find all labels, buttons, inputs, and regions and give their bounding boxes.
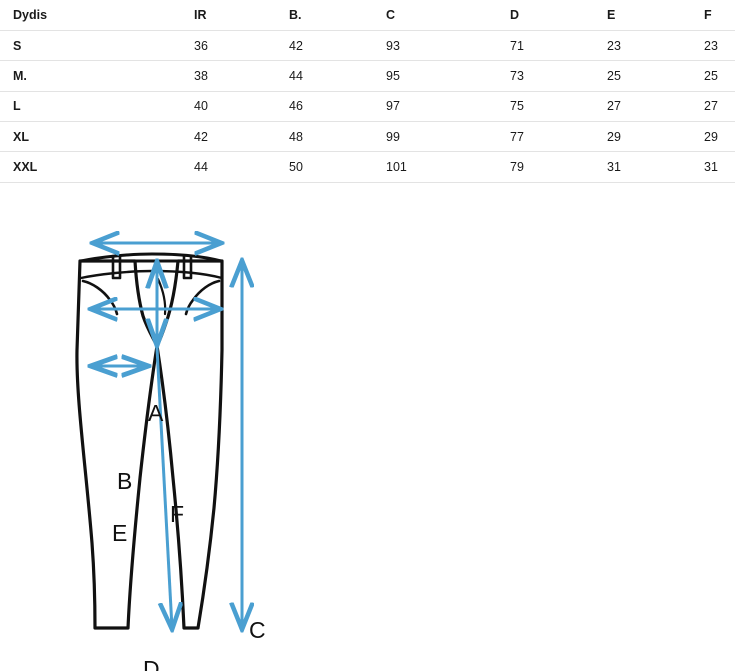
cell-f: 23	[704, 30, 735, 62]
column-header-e: E	[607, 0, 704, 31]
table-body: S 36 42 93 71 23 23 M. 38 44 95 73 25 25…	[0, 30, 735, 183]
size-label: L	[0, 91, 194, 123]
table-row: M. 38 44 95 73 25 25	[0, 60, 735, 92]
cell-d: 73	[510, 60, 607, 92]
column-header-ir: IR	[194, 0, 289, 31]
column-header-f: F	[704, 0, 735, 31]
size-label: XXL	[0, 151, 194, 183]
cell-e: 31	[607, 151, 704, 183]
cell-ir: 38	[194, 60, 289, 92]
measurement-arrows	[92, 243, 242, 628]
cell-d: 75	[510, 91, 607, 123]
arrow-d-inseam	[155, 347, 172, 628]
cell-e: 23	[607, 30, 704, 62]
table-header-row: Dydis IR B. C D E F	[0, 0, 735, 31]
table-row: XXL 44 50 101 79 31 31	[0, 151, 735, 183]
right-leg	[155, 259, 224, 630]
cell-c: 95	[386, 60, 510, 92]
cell-e: 27	[607, 91, 704, 123]
belt-loop-right	[182, 254, 193, 280]
column-header-c: C	[386, 0, 510, 31]
cell-f: 27	[704, 91, 735, 123]
cell-d: 79	[510, 151, 607, 183]
dimension-label-b: B	[117, 467, 133, 494]
left-leg	[75, 259, 159, 630]
column-header-d: D	[510, 0, 607, 31]
cell-c: 97	[386, 91, 510, 123]
dimension-label-f: F	[170, 500, 185, 527]
dimension-label-a: A	[148, 399, 164, 426]
belt-loop-left	[111, 254, 122, 280]
table-row: L 40 46 97 75 27 27	[0, 91, 735, 123]
size-label: S	[0, 30, 194, 62]
cell-b: 44	[289, 60, 386, 92]
cell-c: 93	[386, 30, 510, 62]
cell-d: 71	[510, 30, 607, 62]
cell-f: 31	[704, 151, 735, 183]
cell-e: 25	[607, 60, 704, 92]
cell-b: 42	[289, 30, 386, 62]
table-header: Dydis IR B. C D E F	[0, 0, 735, 31]
size-label: M.	[0, 60, 194, 92]
cell-b: 46	[289, 91, 386, 123]
size-label: XL	[0, 121, 194, 153]
cell-e: 29	[607, 121, 704, 153]
cell-d: 77	[510, 121, 607, 153]
jeans-illustration	[75, 183, 735, 669]
cell-ir: 40	[194, 91, 289, 123]
cell-b: 48	[289, 121, 386, 153]
cell-c: 99	[386, 121, 510, 153]
cell-ir: 36	[194, 30, 289, 62]
cell-f: 25	[704, 60, 735, 92]
jeans-measurement-diagram: A B C D E F +/- 2cm	[0, 183, 735, 671]
size-chart-table: Dydis IR B. C D E F S 36 42 93 71 23 23 …	[0, 0, 735, 183]
cell-f: 29	[704, 121, 735, 153]
table-row: XL 42 48 99 77 29 29	[0, 121, 735, 153]
table-row: S 36 42 93 71 23 23	[0, 30, 735, 62]
column-header-dydis: Dydis	[0, 0, 194, 31]
dimension-label-c: C	[249, 616, 266, 643]
cell-ir: 44	[194, 151, 289, 183]
cell-b: 50	[289, 151, 386, 183]
dimension-label-e: E	[112, 519, 128, 546]
column-header-b: B.	[289, 0, 386, 31]
dimension-label-d: D	[143, 655, 160, 671]
cell-ir: 42	[194, 121, 289, 153]
cell-c: 101	[386, 151, 510, 183]
